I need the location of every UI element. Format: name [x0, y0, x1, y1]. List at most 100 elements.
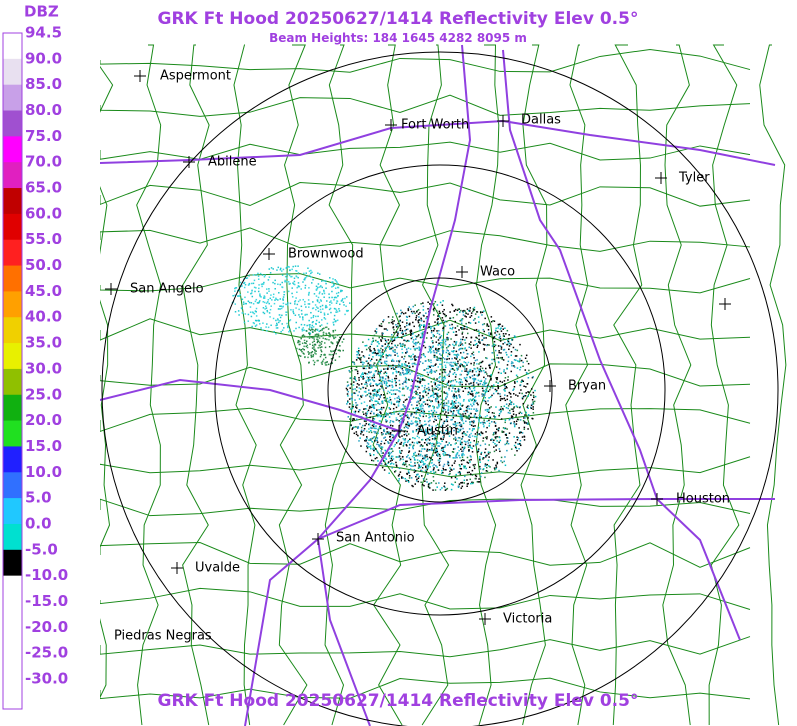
echo — [318, 292, 321, 295]
legend-label: 70.0 — [25, 153, 62, 171]
echo — [489, 367, 491, 369]
echo — [419, 395, 421, 398]
echo — [401, 449, 403, 452]
echo — [385, 432, 387, 435]
echo — [436, 441, 438, 443]
echo — [468, 376, 471, 378]
echo — [377, 413, 379, 415]
color-bin — [3, 213, 22, 241]
echo — [401, 367, 404, 370]
echo — [435, 482, 437, 485]
echo — [419, 327, 421, 329]
echo — [420, 303, 422, 305]
echo — [259, 300, 261, 302]
echo — [384, 463, 387, 466]
echo — [391, 434, 393, 436]
echo — [473, 420, 475, 422]
echo — [442, 339, 444, 341]
echo — [479, 383, 482, 385]
echo — [430, 361, 432, 364]
echo — [300, 337, 302, 340]
echo — [480, 451, 483, 454]
echo — [444, 486, 446, 489]
echo — [378, 414, 380, 416]
echo — [445, 414, 448, 417]
echo — [459, 407, 461, 409]
echo — [419, 454, 421, 457]
echo — [510, 422, 512, 424]
echo — [392, 436, 394, 439]
echo — [399, 450, 401, 452]
echo — [454, 481, 457, 484]
echo — [341, 341, 344, 343]
echo — [505, 385, 508, 388]
echo — [482, 343, 485, 346]
echo — [499, 335, 501, 338]
echo — [433, 438, 435, 440]
echo — [285, 303, 287, 306]
echo — [498, 361, 500, 364]
echo — [488, 425, 491, 427]
echo — [377, 389, 380, 391]
echo — [426, 437, 429, 440]
echo — [294, 301, 296, 303]
echo — [421, 374, 424, 377]
echo — [492, 320, 494, 322]
echo — [374, 394, 376, 396]
echo — [308, 328, 311, 331]
echo — [417, 356, 420, 358]
echo — [418, 465, 420, 467]
echo — [450, 430, 452, 433]
echo — [316, 329, 319, 331]
echo — [380, 362, 383, 364]
echo — [492, 337, 495, 340]
echo — [405, 381, 408, 384]
echo — [397, 413, 400, 415]
echo — [355, 433, 358, 436]
echo — [402, 373, 405, 376]
echo — [435, 347, 437, 350]
echo — [454, 405, 457, 407]
echo — [493, 358, 495, 361]
echo — [479, 468, 482, 470]
echo — [321, 304, 324, 307]
echo — [418, 450, 421, 452]
echo — [365, 438, 367, 441]
echo — [534, 395, 537, 398]
echo — [479, 341, 481, 343]
echo — [435, 388, 438, 390]
echo — [323, 314, 326, 316]
echo — [428, 365, 431, 368]
city-marker — [651, 493, 663, 505]
echo — [358, 379, 360, 381]
echo — [339, 350, 341, 352]
echo — [402, 437, 404, 440]
echo — [366, 385, 368, 387]
echo — [414, 359, 416, 361]
echo — [503, 460, 505, 463]
echo — [425, 478, 428, 481]
echo — [455, 334, 458, 336]
echo — [403, 312, 405, 315]
echo — [454, 334, 457, 336]
echo — [312, 359, 315, 362]
echo — [336, 342, 339, 344]
echo — [372, 352, 374, 354]
echo — [443, 450, 445, 453]
echo — [486, 437, 488, 440]
echo — [332, 331, 335, 333]
echo — [451, 403, 454, 405]
echo — [465, 409, 467, 412]
echo — [506, 343, 508, 346]
echo — [507, 337, 510, 340]
echo — [435, 411, 438, 414]
echo — [309, 336, 311, 338]
echo — [385, 419, 387, 421]
echo — [289, 302, 292, 305]
echo — [480, 432, 483, 434]
echo — [378, 409, 380, 411]
echo — [363, 420, 366, 422]
echo — [426, 450, 428, 452]
echo — [492, 441, 495, 444]
echo — [378, 398, 380, 400]
